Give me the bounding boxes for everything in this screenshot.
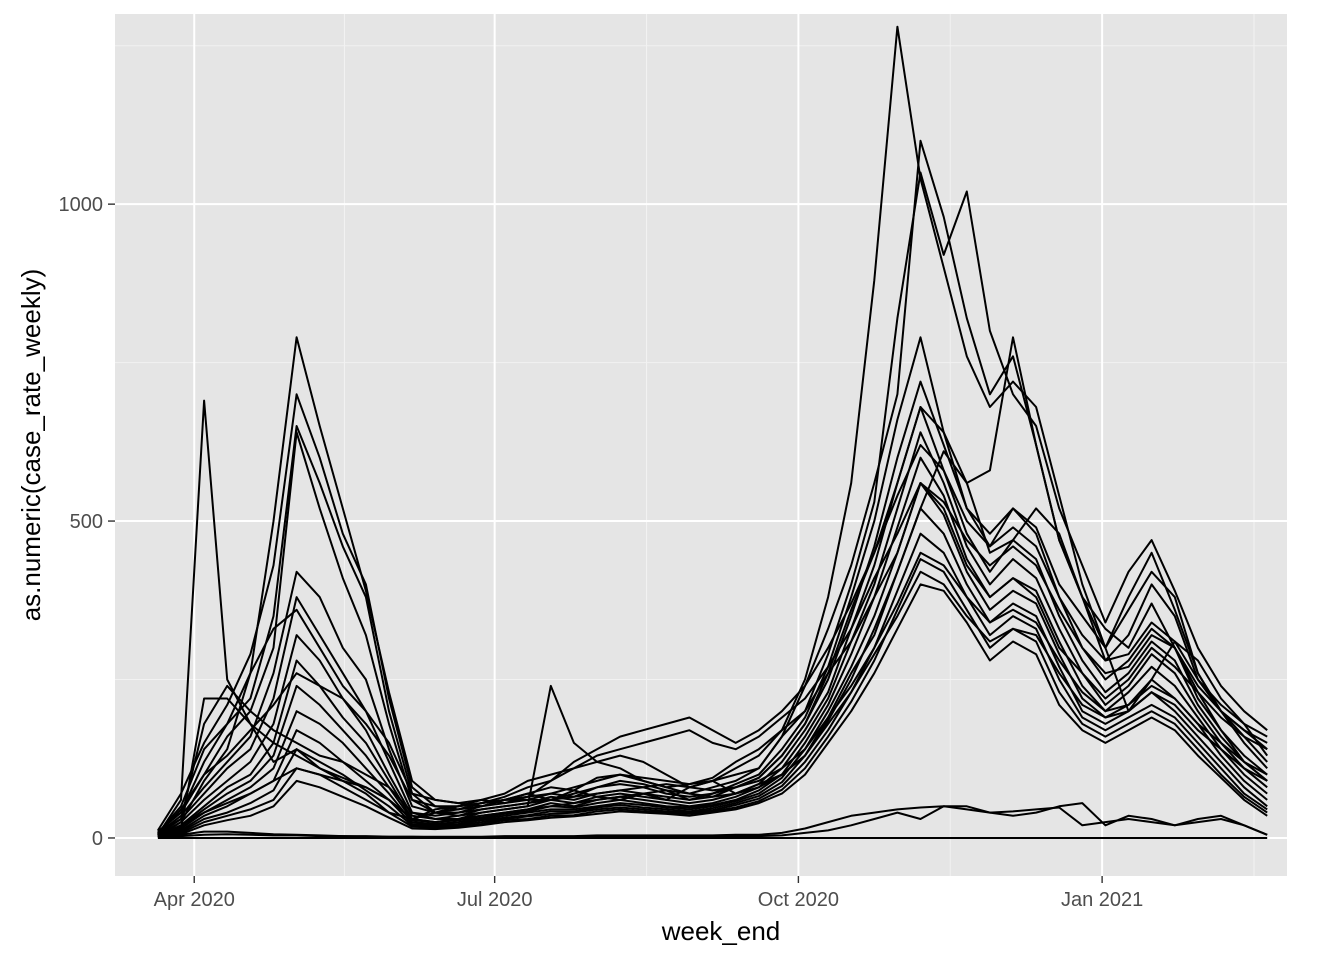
- y-tick-label: 500: [70, 511, 103, 533]
- x-axis-title: week_end: [661, 916, 781, 946]
- y-tick-label: 0: [92, 828, 103, 850]
- series-line: [157, 551, 1268, 834]
- plot-panel: [115, 14, 1287, 876]
- y-tick-label: 1000: [59, 194, 104, 216]
- series-line: [157, 802, 1268, 839]
- x-tick-label: Apr 2020: [154, 889, 235, 911]
- series-line: [157, 171, 1268, 835]
- series-line: [157, 482, 1268, 838]
- y-axis-title: as.numeric(case_rate_weekly): [16, 269, 46, 622]
- y-axis: 0 500 1000: [59, 194, 115, 850]
- x-axis: Apr 2020 Jul 2020 Oct 2020 Jan 2021: [154, 876, 1143, 911]
- series-line: [157, 482, 1268, 838]
- series-line: [157, 336, 1268, 835]
- series-line: [157, 583, 1268, 839]
- series-line: [157, 444, 1268, 833]
- series-line: [157, 570, 1268, 837]
- x-tick-label: Jan 2021: [1061, 889, 1143, 911]
- series-line: [157, 532, 1268, 838]
- series-line: [157, 456, 1268, 838]
- x-tick-label: Jul 2020: [457, 889, 533, 911]
- series-line: [157, 558, 1268, 839]
- x-tick-label: Oct 2020: [758, 889, 839, 911]
- series-line: [157, 482, 1268, 837]
- series-lines: [157, 25, 1269, 839]
